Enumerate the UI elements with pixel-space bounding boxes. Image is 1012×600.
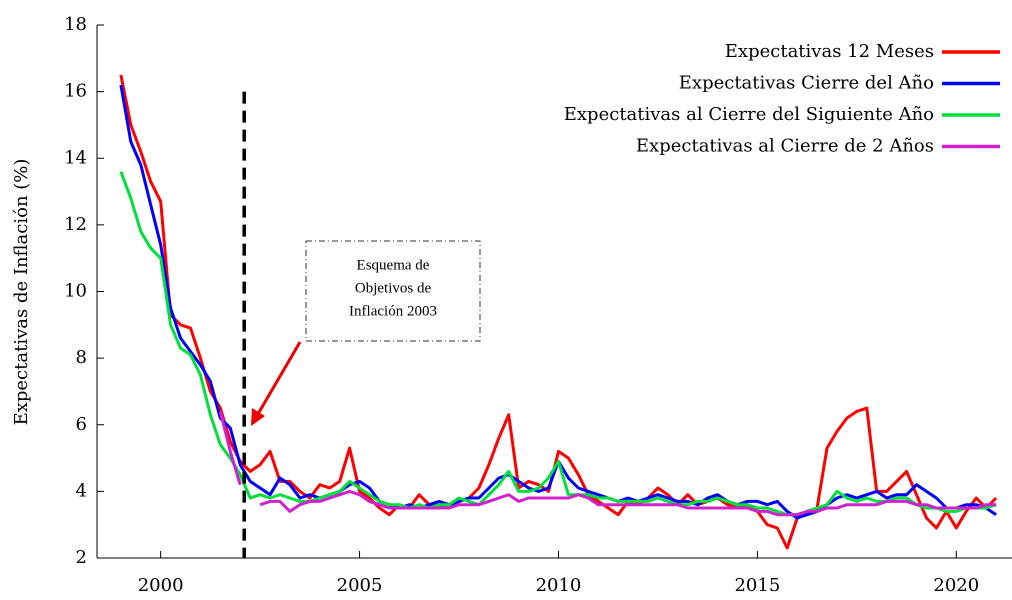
- y-tick-label: 12: [64, 214, 87, 235]
- y-tick-label: 4: [76, 480, 87, 501]
- y-tick-label: 14: [64, 147, 87, 168]
- legend-label: Expectativas al Cierre del Siguiente Año: [564, 104, 934, 125]
- y-tick-label: 18: [64, 14, 87, 35]
- x-tick-label: 2020: [933, 575, 979, 596]
- y-tick-label: 16: [64, 81, 87, 102]
- x-tick-label: 2015: [734, 575, 780, 596]
- annotation-line: Inflación 2003: [349, 303, 437, 319]
- y-tick-label: 8: [76, 347, 87, 368]
- annotation: Esquema de Objetivos de Inflación 2003: [251, 240, 481, 426]
- series-line: [119, 171, 997, 517]
- series-line: [218, 411, 997, 517]
- annotation-arrow: [256, 341, 302, 415]
- x-tick-label: 2000: [138, 575, 184, 596]
- y-axis-label: Expectativas de Inflación (%): [11, 159, 32, 426]
- legend-label: Expectativas Cierre del Año: [679, 73, 934, 94]
- x-tick-label: 2010: [536, 575, 582, 596]
- y-tick-label: 10: [64, 281, 87, 302]
- annotation-line: Objetivos de: [355, 280, 432, 296]
- annotation-box: [305, 240, 481, 342]
- y-tick-label: 2: [76, 547, 87, 568]
- arrow-head: [251, 408, 265, 426]
- annotation-line: Esquema de: [357, 257, 430, 273]
- legend-label: Expectativas al Cierre de 2 Años: [636, 136, 934, 157]
- y-tick-label: 6: [76, 414, 87, 435]
- legend-label: Expectativas 12 Meses: [725, 41, 934, 62]
- x-tick-label: 2005: [337, 575, 383, 596]
- series-line: [119, 74, 998, 550]
